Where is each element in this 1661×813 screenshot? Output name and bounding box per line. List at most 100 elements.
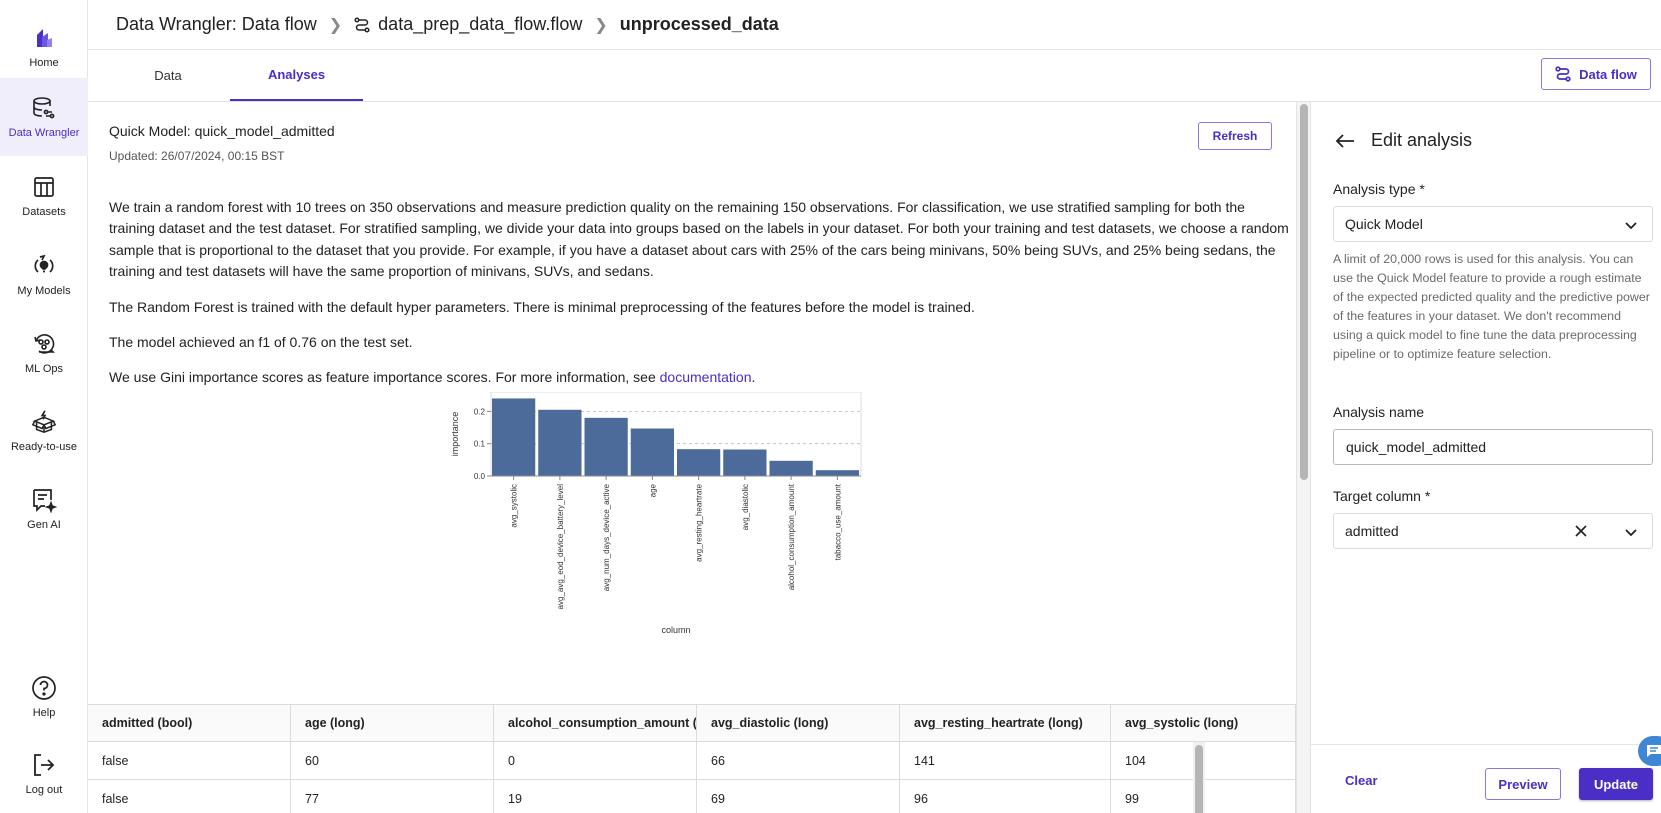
left-navigation: Home Data Wrangler Datasets My Models ML… [0,0,88,813]
chart-bar [538,409,582,476]
column-header[interactable]: alcohol_consumption_amount (long) [494,705,697,741]
chat-feedback-icon[interactable] [1638,736,1661,766]
column-header[interactable]: avg_diastolic (long) [697,705,900,741]
analysis-hint: A limit of 20,000 rows is used for this … [1333,252,1650,361]
x-tick-label: avg_systolic [510,484,519,528]
x-axis-label: column [661,625,690,635]
nav-item-ready-to-use[interactable]: Ready-to-use [0,392,88,470]
hyperparameters-paragraph: The Random Forest is trained with the de… [109,299,975,315]
chevron-right-icon: ❯ [328,16,343,34]
breadcrumb: Data Wrangler: Data flow ❯ data_prep_dat… [88,0,1661,50]
table-cell: 96 [900,780,1111,813]
analysis-title: Quick Model: quick_model_admitted [109,123,335,139]
chart-bar [492,398,536,476]
x-tick-label: avg_avg_eod_device_battery_level [556,484,565,610]
target-column-select[interactable]: admitted [1333,513,1653,549]
x-tick-label: tabacco_use_amount [833,483,842,560]
scrollbar-thumb[interactable] [1300,104,1308,480]
y-tick-label: 0.2 [474,407,486,416]
nav-label: Datasets [22,206,66,218]
nav-label: Log out [25,784,63,796]
table-scrollbar[interactable] [1193,742,1205,813]
preview-button[interactable]: Preview [1485,768,1561,800]
logout-icon [31,752,57,778]
clear-button[interactable]: Clear [1345,773,1378,788]
chevron-down-icon [1624,525,1638,541]
target-column-value: admitted [1345,523,1399,539]
chart-bar [584,417,628,476]
nav-item-datasets[interactable]: Datasets [0,157,88,235]
chart-bar [723,449,767,476]
column-header[interactable]: admitted (bool) [88,705,291,741]
description-paragraph: We train a random forest with 10 trees o… [109,199,1289,279]
ready-to-use-icon [31,409,57,435]
nav-label: Help [32,707,56,719]
nav-item-data-wrangler[interactable]: Data Wrangler [0,78,88,156]
x-tick-label: alcohol_consumption_amount [787,483,796,590]
table-header-row: admitted (bool) age (long) alcohol_consump… [88,704,1296,742]
nav-label: ML Ops [24,363,64,375]
documentation-link[interactable]: documentation [659,369,752,385]
feature-importance-chart: 0.0 0.1 0.2 importance avg_systolic avg_avg_e… [450,392,862,635]
tab-bar: Data Analyses Data flow [88,50,1661,102]
updated-timestamp: Updated: 26/07/2024, 00:15 BST [109,149,285,163]
nav-item-home[interactable]: Home [0,8,88,86]
gen-ai-icon [31,487,57,513]
panel-footer: Clear Preview Update [1311,744,1661,813]
table-cell: false [88,780,291,813]
table-cell: 0 [494,742,697,779]
analysis-type-select[interactable]: Quick Model [1333,206,1653,242]
table-cell: 141 [900,742,1111,779]
table-cell: 60 [291,742,494,779]
flow-file-icon [354,16,370,33]
table-row: false 60 0 66 141 104 [88,742,1296,780]
update-button[interactable]: Update [1579,768,1653,800]
tab-analyses[interactable]: Analyses [230,50,363,101]
panel-title: Edit analysis [1371,130,1473,150]
table-cell: 77 [291,780,494,813]
nav-item-help[interactable]: Help [0,658,88,736]
my-models-icon [31,253,57,279]
gini-text: We use Gini importance scores as feature… [109,369,660,385]
breadcrumb-flow-file[interactable]: data_prep_data_flow.flow [378,14,583,34]
nav-item-my-models[interactable]: My Models [0,236,88,314]
f1-score-paragraph: The model achieved an f1 of 0.76 on the … [109,334,413,350]
table-row: false 77 19 69 96 99 [88,780,1296,813]
x-tick-label: avg_diastolic [741,484,750,530]
analysis-content: Quick Model: quick_model_admitted Update… [88,102,1296,813]
x-tick-label: age [648,483,657,497]
nav-label: Ready-to-use [10,441,78,453]
breadcrumb-data-flow[interactable]: Data Wrangler: Data flow [116,14,317,34]
data-flow-button[interactable]: Data flow [1541,58,1651,90]
table-cell: 66 [697,742,900,779]
chevron-right-icon: ❯ [594,16,608,34]
target-column-label: Target column * [1333,488,1431,504]
nav-item-gen-ai[interactable]: Gen AI [0,470,88,548]
chart-bar [815,470,859,476]
data-flow-label: Data flow [1579,66,1637,82]
analysis-type-value: Quick Model [1345,216,1423,232]
table-cell: false [88,742,291,779]
scrollbar-thumb[interactable] [1195,745,1203,813]
home-logo-icon [31,25,57,51]
nav-label: My Models [17,285,71,297]
column-header[interactable]: age (long) [291,705,494,741]
analysis-name-input[interactable] [1333,429,1653,465]
nav-item-ml-ops[interactable]: ML Ops [0,314,88,392]
back-arrow-icon[interactable] [1335,133,1355,149]
x-tick-label: avg_resting_heartrate [695,483,704,561]
column-header[interactable]: avg_systolic (long) [1111,705,1296,741]
tab-data[interactable]: Data [154,68,182,83]
panel-header: Edit analysis [1335,130,1472,151]
nav-item-logout[interactable]: Log out [0,735,88,813]
column-header[interactable]: avg_resting_heartrate (long) [900,705,1111,741]
refresh-button[interactable]: Refresh [1198,122,1272,150]
main-scrollbar[interactable] [1296,102,1310,813]
datasets-icon [31,174,57,200]
data-wrangler-icon [31,95,57,121]
nav-label: Data Wrangler [8,127,80,139]
analysis-type-label: Analysis type * [1333,181,1425,197]
edit-analysis-panel: Edit analysis Analysis type * Quick Mode… [1310,102,1661,813]
clear-x-icon[interactable] [1574,524,1588,541]
chevron-down-icon [1624,218,1638,234]
